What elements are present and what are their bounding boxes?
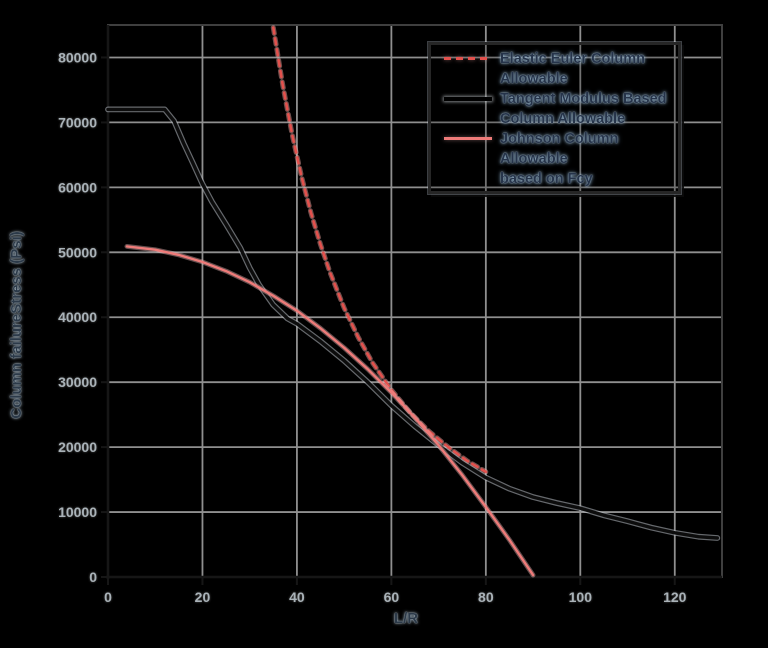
x-tick-label: 80 [478,589,494,605]
y-tick-label: 10000 [58,504,97,520]
legend-entry-euler: Elastic Euler Column Allowable [444,49,670,89]
legend-tangent-line1: Tangent Modulus Based [500,91,667,107]
legend: Elastic Euler Column Allowable Tangent M… [428,42,681,194]
x-tick-label: 60 [384,589,400,605]
y-tick-label: 70000 [58,114,97,130]
legend-label-tangent: Tangent Modulus Based Column Allowable [500,89,667,129]
legend-johnson-line2: based on Fcy [500,171,593,187]
x-tick-label: 20 [195,589,211,605]
y-tick-label: 20000 [58,439,97,455]
dashed-red-line-swatch [444,57,492,60]
x-tick-label: 120 [663,589,687,605]
y-tick-label: 30000 [58,374,97,390]
axis-lines [106,25,722,579]
curve-halo-2 [124,243,536,578]
legend-johnson-line1: Johnson Column Allowable [500,131,619,167]
y-tick-label: 0 [89,569,97,585]
solid-black-line-swatch [444,97,492,101]
x-axis-title: L/R [394,610,418,627]
legend-entry-johnson: Johnson Column Allowable based on Fcy [444,129,670,189]
x-tick-label: 0 [104,589,112,605]
legend-euler-line1: Elastic Euler Column [500,51,646,67]
legend-tangent-line2: Column Allowable [500,111,626,127]
y-tick-label: 50000 [58,244,97,260]
x-tick-label: 40 [289,589,305,605]
tick-labels: 0 20 40 60 80 100 120 0 10000 20000 30000 40000 5000… [58,49,687,605]
y-tick-label: 60000 [58,179,97,195]
curve-1-tangent-modulus [106,107,719,540]
curve-0-euler-dashed [271,26,488,474]
solid-pink-line-swatch [444,137,492,140]
gridlines [108,25,722,577]
legend-label-euler: Elastic Euler Column Allowable [500,49,645,89]
legend-euler-line2: Allowable [500,71,568,87]
curve-2-johnson [125,245,535,577]
y-axis-title: Column failureStress (Psi) [8,231,25,419]
tick-marks [101,56,676,585]
y-tick-label: 80000 [58,49,97,65]
y-tick-label: 40000 [58,309,97,325]
x-tick-label: 100 [569,589,593,605]
curves [105,25,721,578]
legend-label-johnson: Johnson Column Allowable based on Fcy [500,129,670,189]
legend-entry-tangent: Tangent Modulus Based Column Allowable [444,89,670,129]
